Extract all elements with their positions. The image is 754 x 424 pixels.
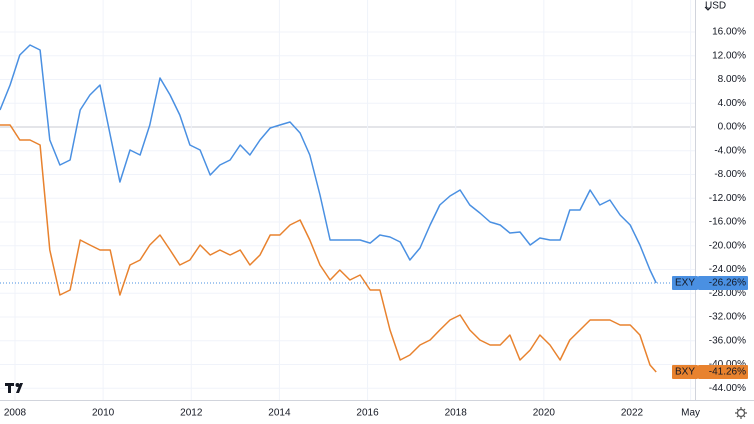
value-tag <box>698 365 748 380</box>
y-tick-label: -44.00% <box>709 383 746 394</box>
currency: USD <box>705 1 726 12</box>
y-tick-label: -16.00% <box>709 217 746 228</box>
x-tick-label: 2008 <box>4 408 27 419</box>
y-tick-label: -20.00% <box>709 240 746 251</box>
series-tag <box>672 365 698 380</box>
y-tick-label: -24.00% <box>709 264 746 275</box>
x-tick-label: 2016 <box>356 408 379 419</box>
y-tick-label: 12.00% <box>712 50 746 61</box>
legend-label: BXY <box>675 367 695 378</box>
y-tick-label: -12.00% <box>709 193 746 204</box>
x-tick-label: 2014 <box>268 408 291 419</box>
x-tick-label: 2018 <box>445 408 468 419</box>
legend-label: EXY <box>675 278 695 289</box>
logo <box>5 383 23 393</box>
y-tick-label: -40.00% <box>709 359 746 370</box>
x-tick-label: 2022 <box>621 408 644 419</box>
y-tick-label: -28.00% <box>709 288 746 299</box>
x-tick-label: 2012 <box>180 408 203 419</box>
x-tick-label: 2010 <box>92 408 115 419</box>
y-tick-label: 16.00% <box>712 27 746 38</box>
value-label: -41.26% <box>709 367 746 378</box>
series-line <box>0 124 657 373</box>
y-tick-label: -4.00% <box>714 145 746 156</box>
series-tag <box>672 275 698 290</box>
x-tick-label: 2020 <box>533 408 556 419</box>
y-tick-label: 4.00% <box>718 98 746 109</box>
axes: 16.00% 12.00% 8.00% 4.00% 0.00% -4.00% -8.00% -… <box>4 27 746 419</box>
y-tick-label: -32.00% <box>709 312 746 323</box>
y-tick-label: 8.00% <box>718 74 746 85</box>
y-tick-label: -36.00% <box>709 335 746 346</box>
y-tick-label: -8.00% <box>714 169 746 180</box>
y-tick-label: 0.00% <box>718 122 746 133</box>
x-tick-label: May <box>681 408 700 419</box>
plot <box>0 44 695 373</box>
value-tag <box>698 275 748 290</box>
grid <box>0 0 695 400</box>
series-line <box>0 44 657 284</box>
settings-icon[interactable] <box>735 407 747 419</box>
price-tags: EXY -26.26% BXY -41.26% <box>672 275 748 380</box>
currency-dropdown[interactable] <box>704 6 712 11</box>
value-label: -26.26% <box>709 278 746 289</box>
